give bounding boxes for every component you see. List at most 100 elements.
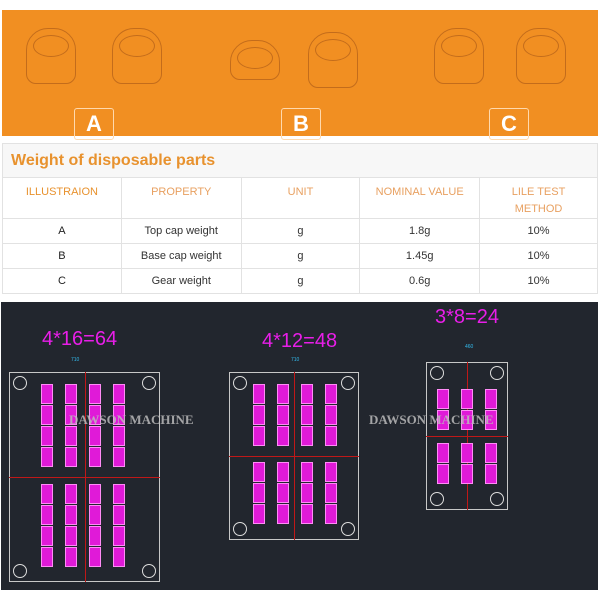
mold-cavity [41,505,53,525]
mold-cavity [253,405,265,425]
top-cap-image [26,28,76,84]
mold-cavity [325,462,337,482]
col-test-method: LILE TEST METHOD [479,177,598,219]
mold-cavity [253,426,265,446]
cell: Top cap weight [120,218,242,244]
table-header: ILLUSTRAION PROPERTY UNIT NOMINAL VALUE … [2,177,598,219]
cell: 10% [479,243,598,269]
mold-cavity [461,389,473,409]
mold-cavity [65,484,77,504]
mold-cavity [325,426,337,446]
mold-cavity [485,410,497,430]
mold-cavity [301,462,313,482]
mold-cavity [113,547,125,567]
watermark: DAWSON MACHINE [369,412,494,427]
mold-cavity [89,384,101,404]
gear-image [434,28,484,84]
cell: A [2,218,122,244]
mold-layout-drawing: 4*16=64 4*12=48 3*8=24 710 710 460 DAWSO… [1,302,598,590]
mold-cavity [277,426,289,446]
col-unit: UNIT [240,177,361,219]
guide-pin-icon [233,376,247,390]
col-property: PROPERTY [120,177,242,219]
mold-cavity [461,410,473,430]
mold-cavity [485,443,497,463]
mold-cavity [325,504,337,524]
top-cap-inner-image [112,28,162,84]
mold-cavity [89,405,101,425]
cell: g [240,243,361,269]
guide-pin-icon [142,564,156,578]
mold-cavity [277,462,289,482]
mold-cavity [113,426,125,446]
center-line [294,372,295,540]
mold-48-dimension: 710 [291,357,300,363]
guide-pin-icon [13,564,27,578]
cell: B [2,243,122,269]
label-b: B [281,108,321,140]
mold-cavity [41,384,53,404]
table-row: A Top cap weight g 1.8g 10% [2,218,598,244]
mold-cavity [253,483,265,503]
mold-cavity [461,443,473,463]
label-a: A [74,108,114,140]
mold-cavity [65,526,77,546]
mold-cavity [113,384,125,404]
mold-cavity [325,483,337,503]
mold-cavity [485,464,497,484]
cell: Base cap weight [120,243,242,269]
mold-24-dimension: 460 [465,344,474,350]
cell: 1.45g [359,243,481,269]
mold-cavity [113,526,125,546]
mold-cavity [41,547,53,567]
mold-cavity [301,405,313,425]
mold-cavity [437,389,449,409]
mold-cavity [277,483,289,503]
mold-cavity [89,505,101,525]
mold-cavity [65,405,77,425]
mold-cavity [437,410,449,430]
mold-cavity [41,484,53,504]
mold-cavity [253,462,265,482]
mold-cavity [89,447,101,467]
mold-cavity [65,426,77,446]
mold-cavity [277,405,289,425]
mold-cavity [301,426,313,446]
mold-cavity [65,447,77,467]
mold-cavity [113,405,125,425]
mold-cavity [113,447,125,467]
mold-cavity [113,484,125,504]
mold-cavity [65,547,77,567]
guide-pin-icon [13,376,27,390]
mold-cavity [65,505,77,525]
cell: 10% [479,268,598,294]
weight-table: Weight of disposable parts ILLUSTRAION P… [2,143,598,294]
center-line [84,372,86,582]
mold-cavity [89,526,101,546]
base-cap-angled-image [308,32,358,88]
mold-cavity [89,547,101,567]
parts-banner: A B C [2,10,598,140]
mold-64-dimension: 710 [71,357,80,363]
mold-cavity [437,464,449,484]
cell: Gear weight [120,268,242,294]
guide-pin-icon [341,376,355,390]
cell: C [2,268,122,294]
guide-pin-icon [341,522,355,536]
table-title: Weight of disposable parts [2,143,598,178]
mold-cavity [437,443,449,463]
mold-cavity [485,389,497,409]
label-c: C [489,108,529,140]
cell: 1.8g [359,218,481,244]
mold-cavity [113,505,125,525]
cell: 0.6g [359,268,481,294]
mold-cavity [461,464,473,484]
watermark: DAWSON MACHINE [69,412,194,427]
mold-cavity [253,504,265,524]
mold-64-title: 4*16=64 [42,328,118,350]
gear-alt-image [516,28,566,84]
col-nominal-value: NOMINAL VALUE [359,177,481,219]
guide-pin-icon [142,376,156,390]
cell: g [240,218,361,244]
mold-cavity [301,483,313,503]
